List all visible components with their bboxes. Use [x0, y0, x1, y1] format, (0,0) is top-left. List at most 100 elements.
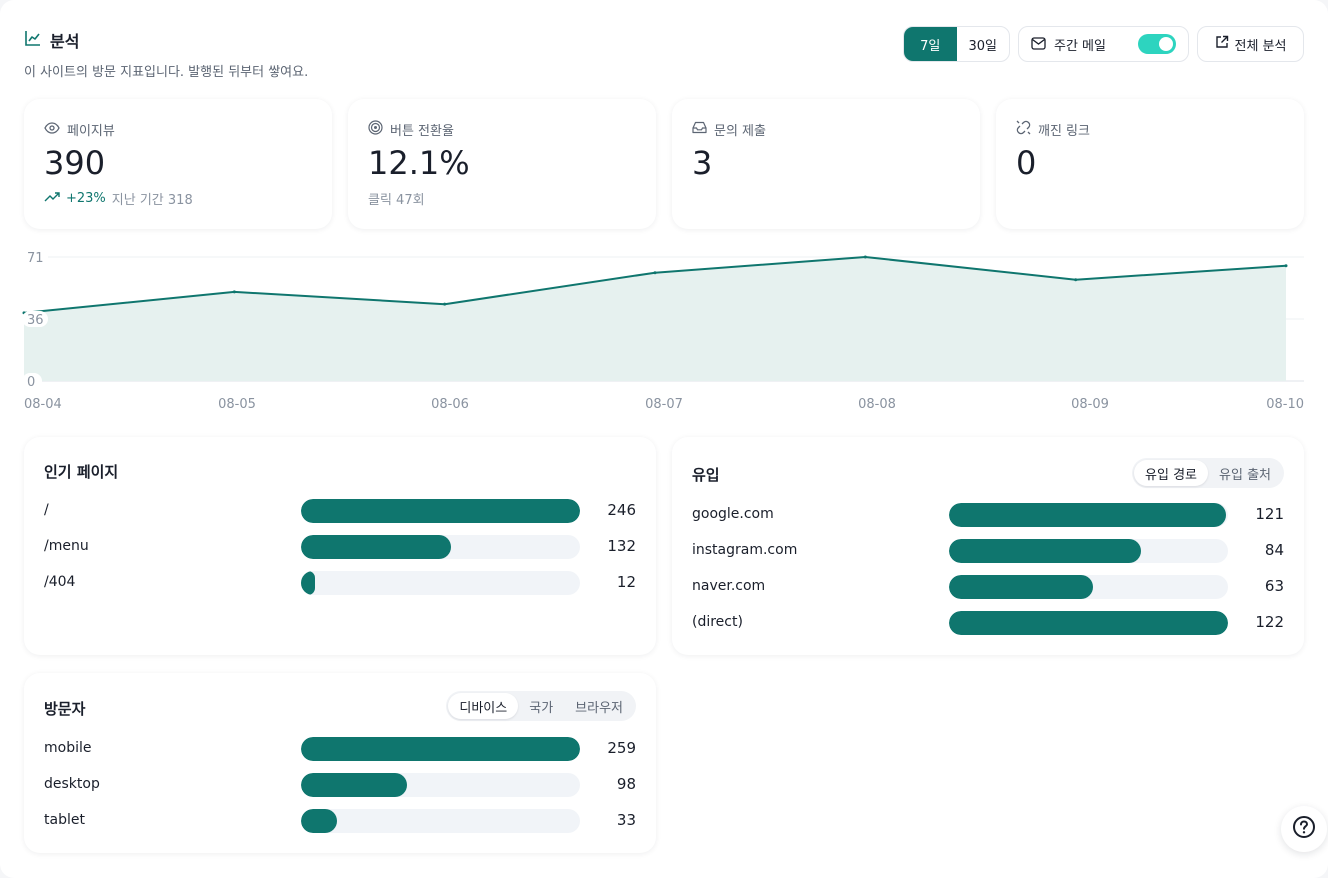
- stat-card-broken-links: 깨진 링크 0: [996, 99, 1304, 229]
- chart-point: [653, 271, 657, 275]
- item-value: 259: [607, 739, 636, 757]
- page-subtitle: 이 사이트의 방문 지표입니다. 발행된 뒤부터 쌓여요.: [24, 65, 309, 80]
- list-item[interactable]: mobile 259: [44, 737, 636, 761]
- help-icon: [1292, 815, 1316, 843]
- item-name: instagram.com: [692, 542, 798, 558]
- item-value: 84: [1264, 541, 1284, 559]
- item-bar-fill: [301, 809, 337, 833]
- item-bar-fill: [301, 737, 580, 761]
- item-value: 63: [1264, 577, 1284, 595]
- x-tick-label: 08-09: [1071, 397, 1109, 412]
- chart-point: [1284, 264, 1288, 268]
- chart-point: [232, 290, 236, 294]
- item-bar-fill: [949, 503, 1226, 527]
- item-bar-track: [301, 535, 580, 559]
- stat-change: +23%: [66, 191, 106, 206]
- item-name: /: [44, 502, 49, 518]
- page-title: 분석: [50, 32, 80, 51]
- chart-points: [22, 255, 1288, 315]
- weekly-mail-control[interactable]: 주간 메일: [1018, 26, 1189, 62]
- stat-label: 문의 제출: [714, 124, 766, 139]
- tab-country[interactable]: 국가: [529, 700, 554, 716]
- list-item[interactable]: desktop 98: [44, 773, 636, 797]
- help-button[interactable]: [1281, 806, 1327, 852]
- list-item[interactable]: naver.com 63: [692, 575, 1284, 599]
- list-item[interactable]: google.com 121: [692, 503, 1284, 527]
- item-value: 33: [616, 811, 636, 829]
- stat-label: 페이지뷰: [67, 124, 115, 139]
- eye-icon: [44, 121, 60, 138]
- referrers-panel: 유입 유입 경로 유입 출처 google.com 121 instagram.…: [672, 437, 1304, 655]
- stat-note: 클릭 47회: [368, 193, 425, 208]
- chart-point: [1074, 278, 1078, 282]
- range-30d-button[interactable]: 30일: [968, 38, 997, 54]
- y-tick-bg: [22, 373, 42, 389]
- pageview-trend-chart: 71 36 0 08-04 08-05 08-06 08-07 08-08 08-09 08…: [22, 249, 1304, 412]
- item-bar-track: [949, 539, 1228, 563]
- stat-value: 3: [692, 144, 713, 182]
- tab-referrer-path[interactable]: 유입 경로: [1134, 460, 1209, 486]
- y-tick-bg: [22, 311, 48, 327]
- x-tick-label: 08-08: [858, 397, 896, 412]
- item-value: 12: [616, 573, 636, 591]
- y-tick-label: 36: [27, 313, 44, 328]
- stat-label: 버튼 전환율: [390, 124, 454, 139]
- item-bar-fill: [949, 539, 1142, 563]
- target-icon: [368, 120, 383, 139]
- item-name: tablet: [44, 812, 85, 828]
- chart-area: [24, 257, 1286, 381]
- item-name: naver.com: [692, 578, 766, 594]
- inbox-icon: [692, 121, 707, 138]
- list-item[interactable]: / 246: [44, 499, 636, 523]
- item-bar-fill: [301, 499, 580, 523]
- tab-browser[interactable]: 브라우저: [575, 700, 623, 716]
- stat-value: 0: [1016, 144, 1037, 182]
- tab-referrer-source[interactable]: 유입 출처: [1219, 467, 1271, 483]
- page-header: 분석: [24, 28, 79, 52]
- item-name: /404: [44, 574, 76, 590]
- list-item[interactable]: tablet 33: [44, 809, 636, 833]
- list-item[interactable]: instagram.com 84: [692, 539, 1284, 563]
- item-bar-track: [949, 575, 1228, 599]
- stat-previous: 지난 기간 318: [111, 193, 193, 208]
- stat-card-inquiries: 문의 제출 3: [672, 99, 980, 229]
- item-name: google.com: [692, 506, 774, 522]
- y-tick-label: 71: [27, 251, 44, 266]
- item-name: /menu: [44, 538, 89, 554]
- x-tick-label: 08-06: [431, 397, 469, 412]
- range-selector: 7일 30일: [903, 26, 1010, 62]
- full-analysis-label: 전체 분석: [1234, 38, 1287, 54]
- visitors-title: 방문자: [44, 700, 86, 718]
- x-tick-label: 08-05: [218, 397, 256, 412]
- item-bar-track: [301, 737, 580, 761]
- broken-link-icon: [1016, 120, 1031, 139]
- stat-label: 깨진 링크: [1038, 124, 1090, 139]
- weekly-mail-toggle[interactable]: [1138, 34, 1176, 54]
- stat-value: 12.1%: [368, 144, 470, 182]
- item-bar-fill: [301, 571, 315, 595]
- stat-card-conversion: 버튼 전환율 12.1% 클릭 47회: [348, 99, 656, 229]
- x-tick-label: 08-07: [645, 397, 683, 412]
- tab-device[interactable]: 디바이스: [448, 693, 519, 719]
- y-axis-labels: 71 36 0: [22, 249, 48, 390]
- full-analysis-button[interactable]: 전체 분석: [1197, 26, 1304, 62]
- visitors-panel: 방문자 디바이스 국가 브라우저 mobile 259 desktop 98 t…: [24, 673, 656, 853]
- list-item[interactable]: (direct) 122: [692, 611, 1284, 635]
- range-7d-button[interactable]: 7일: [904, 27, 957, 61]
- item-value: 246: [607, 501, 636, 519]
- popular-pages-title: 인기 페이지: [44, 463, 119, 481]
- item-bar-track: [301, 571, 580, 595]
- visitors-tabs: 디바이스 국가 브라우저: [446, 691, 636, 721]
- item-bar-track: [301, 809, 580, 833]
- item-bar-track: [949, 503, 1228, 527]
- item-name: (direct): [692, 614, 743, 630]
- item-value: 121: [1255, 505, 1284, 523]
- list-item[interactable]: /menu 132: [44, 535, 636, 559]
- chart-point: [863, 255, 867, 259]
- y-tick-label: 0: [27, 375, 35, 390]
- line-chart-icon: [24, 29, 42, 51]
- item-bar-track: [301, 499, 580, 523]
- item-value: 122: [1255, 613, 1284, 631]
- list-item[interactable]: /404 12: [44, 571, 636, 595]
- stat-value: 390: [44, 144, 106, 182]
